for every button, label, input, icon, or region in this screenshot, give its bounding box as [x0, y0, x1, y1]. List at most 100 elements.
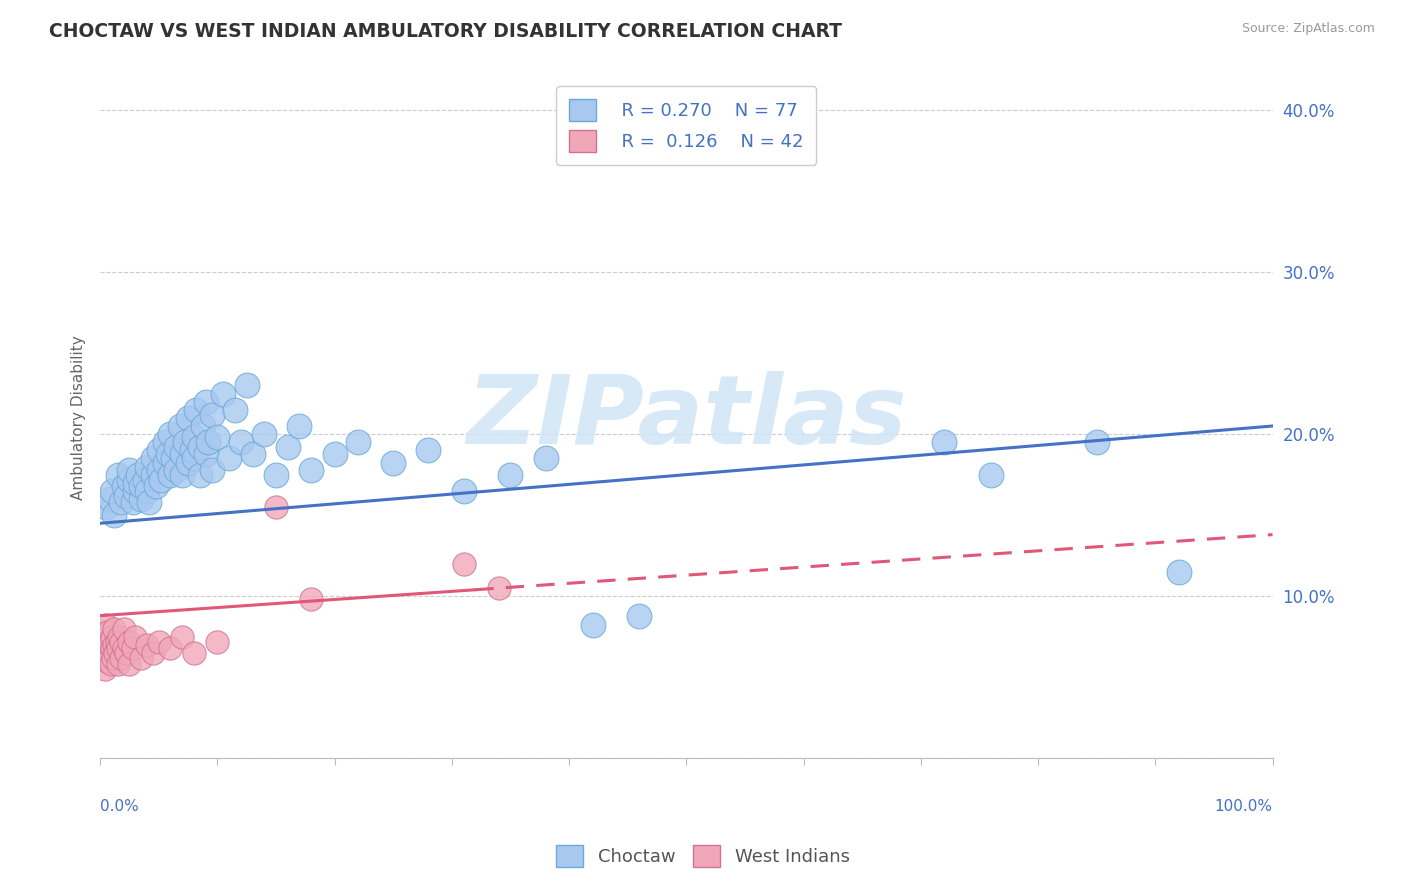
Y-axis label: Ambulatory Disability: Ambulatory Disability: [72, 335, 86, 500]
Point: [193, 419, 215, 434]
Point: [299, 463, 322, 477]
Point: [103, 638, 125, 652]
Point: [91, 646, 114, 660]
Point: [453, 557, 475, 571]
Point: [110, 495, 132, 509]
Point: [177, 456, 200, 470]
Point: [94, 500, 117, 514]
Point: [118, 473, 141, 487]
Point: [129, 479, 152, 493]
Point: [453, 483, 475, 498]
Point: [418, 443, 440, 458]
Point: [98, 491, 121, 506]
Point: [129, 491, 152, 506]
Point: [980, 467, 1002, 482]
Text: 0.0%: 0.0%: [100, 799, 139, 814]
Point: [118, 634, 141, 648]
Point: [200, 463, 222, 477]
Point: [197, 435, 219, 450]
Point: [172, 467, 194, 482]
Point: [188, 467, 211, 482]
Point: [93, 624, 115, 639]
Point: [98, 650, 121, 665]
Text: Source: ZipAtlas.com: Source: ZipAtlas.com: [1241, 22, 1375, 36]
Point: [103, 622, 125, 636]
Point: [110, 650, 132, 665]
Point: [288, 419, 311, 434]
Point: [159, 641, 181, 656]
Point: [253, 427, 276, 442]
Point: [159, 467, 181, 482]
Point: [136, 459, 159, 474]
Point: [499, 467, 522, 482]
Point: [122, 641, 145, 656]
Point: [148, 463, 170, 477]
Point: [183, 646, 205, 660]
Point: [323, 446, 346, 460]
Point: [104, 646, 127, 660]
Point: [118, 463, 141, 477]
Point: [229, 435, 252, 450]
Point: [136, 483, 159, 498]
Point: [101, 650, 124, 665]
Point: [112, 622, 135, 636]
Point: [124, 475, 146, 490]
Point: [94, 634, 117, 648]
Point: [142, 467, 165, 482]
Point: [112, 479, 135, 493]
Point: [150, 473, 173, 487]
Point: [115, 489, 138, 503]
Point: [101, 641, 124, 656]
Legend: Choctaw, West Indians: Choctaw, West Indians: [548, 838, 858, 874]
Point: [218, 451, 240, 466]
Point: [127, 467, 149, 482]
Point: [277, 440, 299, 454]
Point: [264, 500, 287, 514]
Legend:   R = 0.270    N = 77,   R =  0.126    N = 42: R = 0.270 N = 77, R = 0.126 N = 42: [557, 87, 817, 165]
Point: [264, 467, 287, 482]
Point: [124, 630, 146, 644]
Point: [108, 630, 131, 644]
Point: [101, 630, 124, 644]
Point: [94, 662, 117, 676]
Point: [136, 638, 159, 652]
Point: [112, 641, 135, 656]
Point: [186, 402, 208, 417]
Point: [142, 646, 165, 660]
Point: [212, 386, 235, 401]
Point: [107, 657, 129, 672]
Point: [124, 483, 146, 498]
Point: [157, 446, 180, 460]
Point: [134, 473, 156, 487]
Point: [172, 630, 194, 644]
Point: [115, 646, 138, 660]
Point: [96, 654, 118, 668]
Point: [153, 456, 176, 470]
Point: [138, 495, 160, 509]
Point: [299, 592, 322, 607]
Point: [172, 446, 194, 460]
Point: [159, 427, 181, 442]
Point: [224, 402, 246, 417]
Point: [207, 430, 229, 444]
Point: [110, 634, 132, 648]
Point: [148, 634, 170, 648]
Point: [1167, 565, 1189, 579]
Point: [934, 435, 956, 450]
Point: [235, 378, 257, 392]
Point: [142, 451, 165, 466]
Point: [347, 435, 370, 450]
Point: [207, 634, 229, 648]
Point: [180, 443, 202, 458]
Point: [105, 634, 128, 648]
Point: [581, 618, 603, 632]
Point: [145, 479, 167, 493]
Point: [188, 440, 211, 454]
Point: [94, 618, 117, 632]
Point: [107, 467, 129, 482]
Point: [97, 641, 120, 656]
Point: [165, 440, 187, 454]
Point: [382, 456, 405, 470]
Point: [97, 624, 120, 639]
Point: [628, 608, 651, 623]
